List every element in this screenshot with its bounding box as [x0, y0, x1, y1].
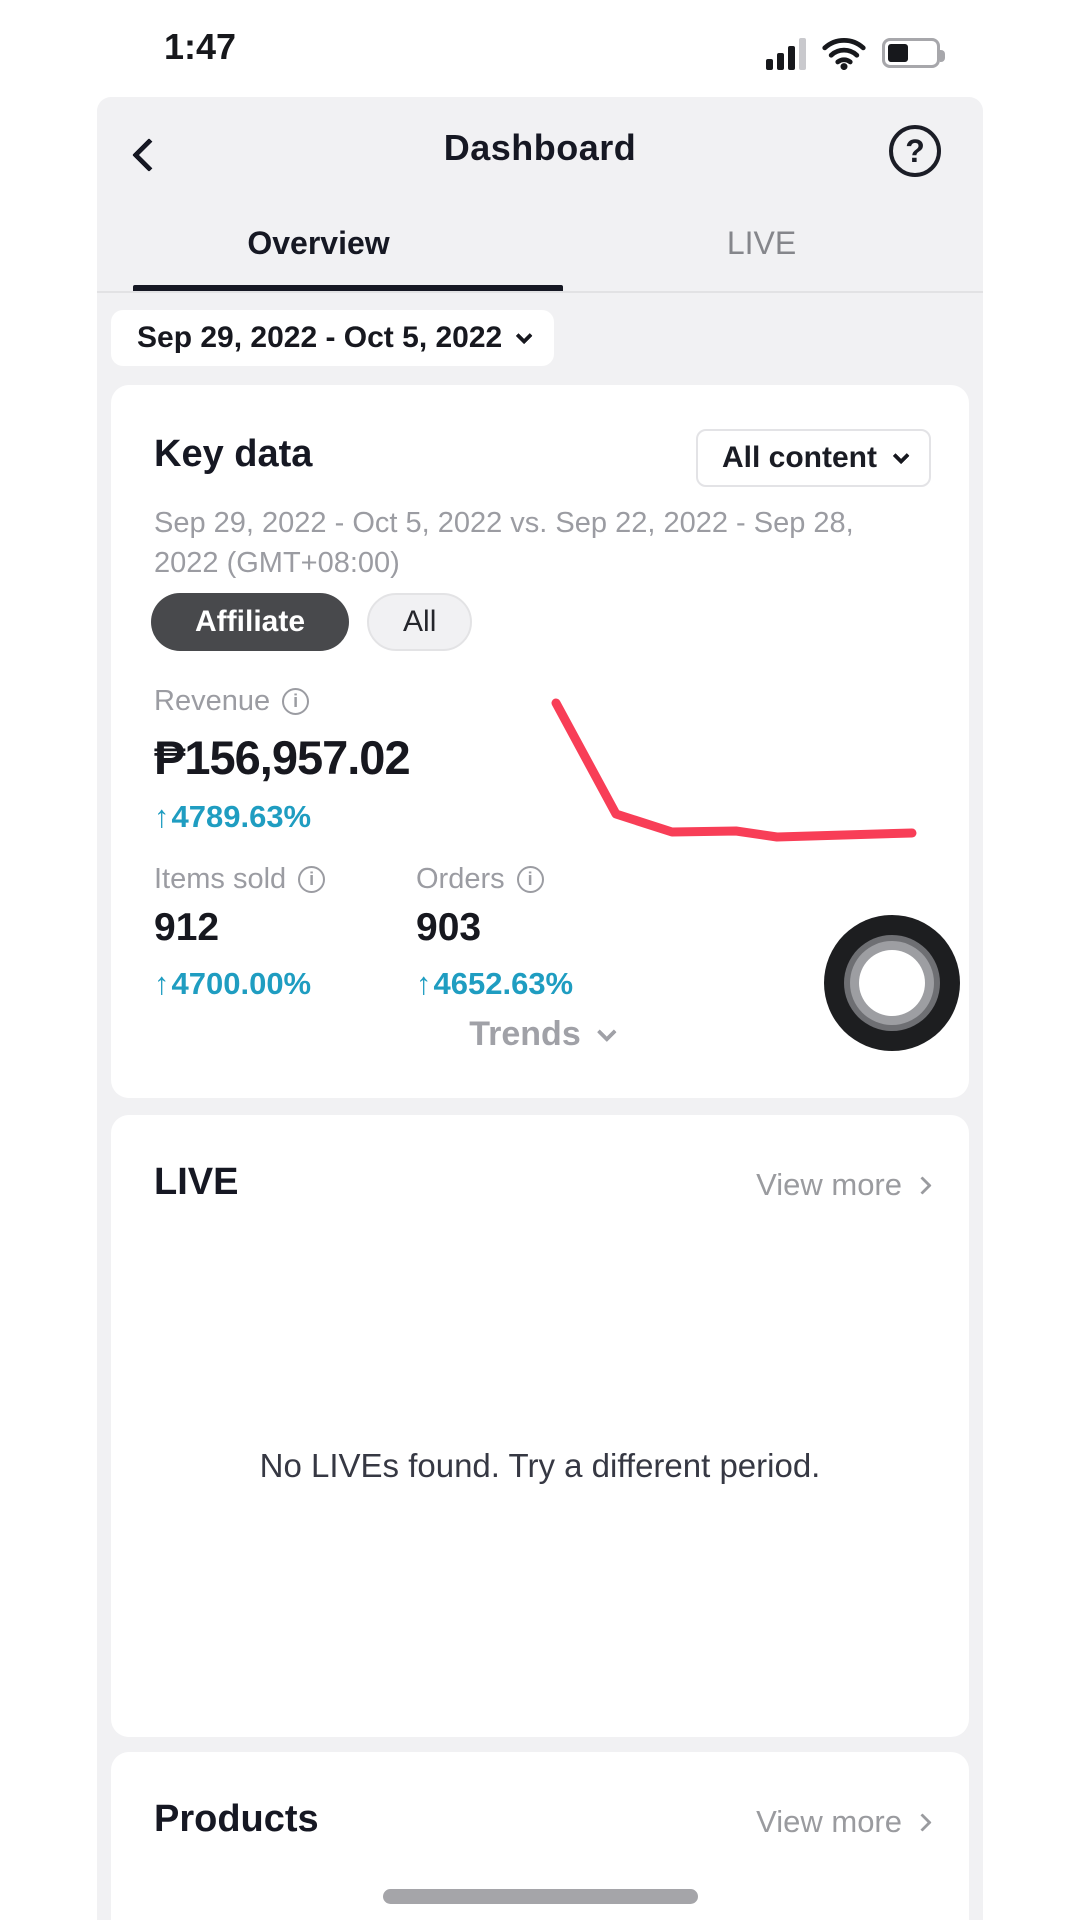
key-data-title: Key data	[154, 433, 313, 475]
content-filter-dropdown[interactable]: All content	[696, 429, 931, 487]
chevron-down-icon	[892, 447, 910, 465]
chevron-down-icon	[596, 1021, 617, 1042]
up-arrow-icon: ↑	[154, 966, 169, 1001]
items-sold-delta: 4700.00%	[171, 966, 312, 1001]
orders-label: Orders	[416, 863, 505, 895]
chevron-right-icon	[913, 1812, 932, 1832]
segment-toggle: Affiliate All	[151, 593, 473, 651]
up-arrow-icon: ↑	[416, 966, 431, 1001]
compare-period-text: Sep 29, 2022 - Oct 5, 2022 vs. Sep 22, 2…	[154, 507, 854, 579]
metric-orders: Orders i 903 ↑ 4652.63%	[416, 863, 573, 1002]
help-button[interactable]: ?	[889, 125, 941, 177]
clock: 1:47	[163, 26, 237, 67]
content-filter-label: All content	[722, 441, 877, 474]
metric-revenue: Revenue i ₱156,957.02 ↑ 4789.63%	[154, 685, 411, 835]
segment-all[interactable]: All	[367, 593, 473, 651]
products-view-more-link[interactable]: View more	[756, 1804, 932, 1840]
status-bar: 1:47	[0, 0, 1080, 97]
battery-icon	[882, 38, 945, 68]
metrics-row: Items sold i 912 ↑ 4700.00% Orders i 903	[154, 863, 573, 1002]
screen-record-overlay-button[interactable]	[824, 915, 960, 1051]
live-section-title: LIVE	[154, 1161, 239, 1203]
chevron-down-icon	[515, 327, 533, 345]
view-more-label: View more	[756, 1804, 902, 1839]
chevron-right-icon	[913, 1175, 932, 1195]
revenue-value: ₱156,957.02	[154, 731, 411, 784]
info-icon[interactable]: i	[282, 688, 310, 715]
up-arrow-icon: ↑	[154, 799, 169, 834]
info-icon[interactable]: i	[298, 866, 326, 893]
trend-polyline	[551, 698, 917, 842]
items-sold-label: Items sold	[154, 863, 287, 895]
date-range-label: Sep 29, 2022 - Oct 5, 2022	[137, 321, 503, 354]
view-more-label: View more	[756, 1167, 902, 1202]
status-icons	[766, 36, 945, 70]
trends-label: Trends	[469, 1015, 581, 1053]
tab-live[interactable]: LIVE	[726, 224, 797, 261]
app-header: Dashboard ?	[97, 97, 983, 194]
active-tab-indicator	[133, 285, 563, 293]
revenue-delta: 4789.63%	[171, 799, 312, 834]
live-view-more-link[interactable]: View more	[756, 1167, 932, 1203]
wifi-icon	[822, 37, 866, 70]
date-range-selector[interactable]: Sep 29, 2022 - Oct 5, 2022	[111, 310, 555, 366]
home-indicator[interactable]	[383, 1889, 698, 1904]
info-icon[interactable]: i	[516, 866, 544, 893]
tab-bar: Overview LIVE	[97, 194, 983, 292]
signal-icon	[766, 36, 806, 70]
trends-expander[interactable]: Trends	[111, 1015, 969, 1054]
items-sold-value: 912	[154, 906, 220, 949]
trend-line-annotation	[551, 698, 917, 842]
live-card: LIVE View more No LIVEs found. Try a dif…	[111, 1115, 969, 1737]
products-section-title: Products	[154, 1798, 319, 1840]
metric-items-sold: Items sold i 912 ↑ 4700.00%	[154, 863, 416, 1002]
orders-delta: 4652.63%	[433, 966, 574, 1001]
page-title: Dashboard	[443, 127, 637, 168]
tab-overview[interactable]: Overview	[247, 224, 390, 261]
segment-affiliate[interactable]: Affiliate	[151, 593, 350, 651]
live-empty-state: No LIVEs found. Try a different period.	[259, 1447, 821, 1484]
orders-value: 903	[416, 906, 482, 949]
divider	[97, 291, 983, 293]
ring-icon	[844, 935, 940, 1031]
revenue-label: Revenue	[154, 685, 271, 717]
